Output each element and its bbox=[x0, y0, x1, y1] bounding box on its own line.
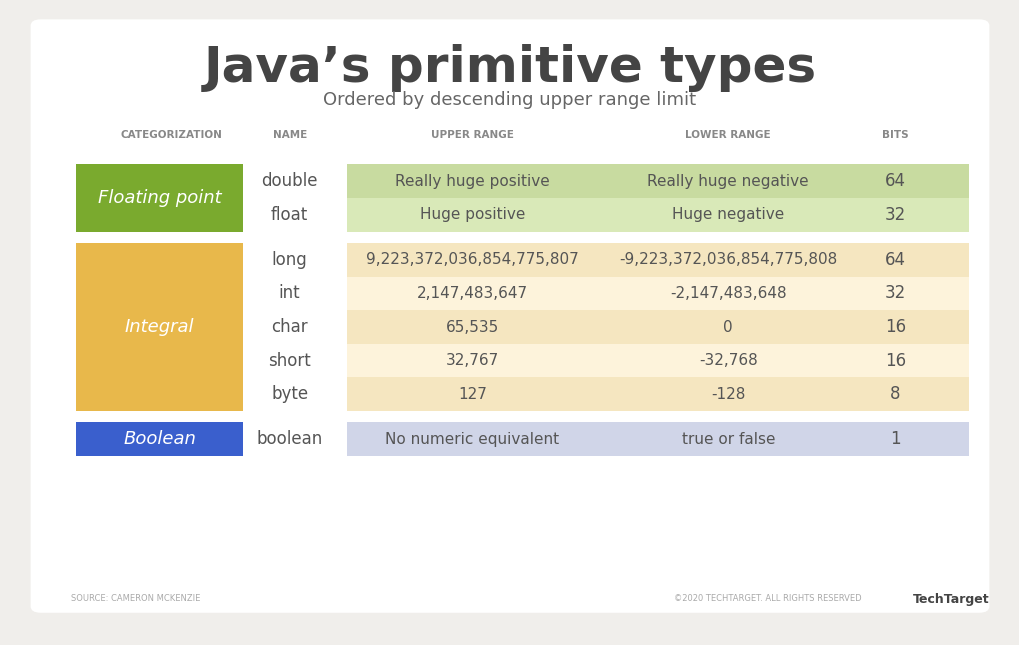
FancyBboxPatch shape bbox=[76, 422, 243, 456]
Text: 8: 8 bbox=[890, 385, 900, 403]
FancyBboxPatch shape bbox=[346, 344, 611, 377]
FancyBboxPatch shape bbox=[611, 164, 856, 198]
FancyBboxPatch shape bbox=[856, 243, 968, 277]
Text: 64: 64 bbox=[884, 172, 905, 190]
FancyBboxPatch shape bbox=[243, 198, 346, 232]
FancyBboxPatch shape bbox=[856, 310, 968, 344]
FancyBboxPatch shape bbox=[243, 310, 346, 344]
Text: double: double bbox=[261, 172, 318, 190]
Text: Huge positive: Huge positive bbox=[419, 207, 525, 223]
Text: Ordered by descending upper range limit: Ordered by descending upper range limit bbox=[323, 91, 696, 109]
Text: char: char bbox=[271, 318, 308, 336]
FancyBboxPatch shape bbox=[76, 243, 243, 411]
FancyBboxPatch shape bbox=[611, 377, 856, 411]
FancyBboxPatch shape bbox=[611, 198, 856, 232]
FancyBboxPatch shape bbox=[346, 164, 611, 198]
Text: -9,223,372,036,854,775,808: -9,223,372,036,854,775,808 bbox=[619, 252, 837, 268]
FancyBboxPatch shape bbox=[31, 19, 988, 613]
FancyBboxPatch shape bbox=[243, 344, 346, 377]
FancyBboxPatch shape bbox=[243, 377, 346, 411]
Text: No numeric equivalent: No numeric equivalent bbox=[385, 432, 558, 447]
Text: -32,768: -32,768 bbox=[698, 353, 757, 368]
Text: 2,147,483,647: 2,147,483,647 bbox=[417, 286, 527, 301]
Text: BITS: BITS bbox=[881, 130, 908, 141]
Text: short: short bbox=[268, 352, 311, 370]
FancyBboxPatch shape bbox=[243, 422, 346, 456]
Text: -2,147,483,648: -2,147,483,648 bbox=[669, 286, 786, 301]
Text: float: float bbox=[271, 206, 308, 224]
Text: Integral: Integral bbox=[124, 318, 195, 336]
Text: UPPER RANGE: UPPER RANGE bbox=[430, 130, 514, 141]
FancyBboxPatch shape bbox=[243, 164, 346, 198]
FancyBboxPatch shape bbox=[856, 164, 968, 198]
Text: Floating point: Floating point bbox=[98, 189, 221, 207]
FancyBboxPatch shape bbox=[611, 344, 856, 377]
FancyBboxPatch shape bbox=[346, 422, 611, 456]
Text: int: int bbox=[278, 284, 301, 303]
FancyBboxPatch shape bbox=[611, 243, 856, 277]
Text: NAME: NAME bbox=[272, 130, 307, 141]
FancyBboxPatch shape bbox=[611, 310, 856, 344]
FancyBboxPatch shape bbox=[346, 377, 611, 411]
Text: 65,535: 65,535 bbox=[445, 319, 498, 335]
Text: 1: 1 bbox=[890, 430, 900, 448]
Text: TechTarget: TechTarget bbox=[912, 593, 989, 606]
FancyBboxPatch shape bbox=[76, 164, 243, 232]
Text: Really huge negative: Really huge negative bbox=[647, 174, 808, 189]
Text: Boolean: Boolean bbox=[123, 430, 196, 448]
FancyBboxPatch shape bbox=[611, 277, 856, 310]
Text: 32: 32 bbox=[884, 284, 905, 303]
FancyBboxPatch shape bbox=[856, 377, 968, 411]
Text: long: long bbox=[271, 251, 308, 269]
Text: SOURCE: CAMERON MCKENZIE: SOURCE: CAMERON MCKENZIE bbox=[71, 594, 201, 603]
Text: 127: 127 bbox=[458, 386, 486, 402]
Text: byte: byte bbox=[271, 385, 308, 403]
Text: Really huge positive: Really huge positive bbox=[394, 174, 549, 189]
FancyBboxPatch shape bbox=[243, 277, 346, 310]
Text: LOWER RANGE: LOWER RANGE bbox=[685, 130, 770, 141]
Text: 0: 0 bbox=[722, 319, 733, 335]
FancyBboxPatch shape bbox=[243, 243, 346, 277]
Text: Huge negative: Huge negative bbox=[672, 207, 784, 223]
Text: 32: 32 bbox=[884, 206, 905, 224]
FancyBboxPatch shape bbox=[856, 198, 968, 232]
FancyBboxPatch shape bbox=[856, 422, 968, 456]
Text: 9,223,372,036,854,775,807: 9,223,372,036,854,775,807 bbox=[366, 252, 578, 268]
FancyBboxPatch shape bbox=[346, 198, 611, 232]
Text: true or false: true or false bbox=[681, 432, 774, 447]
Text: CATEGORIZATION: CATEGORIZATION bbox=[120, 130, 222, 141]
Text: -128: -128 bbox=[710, 386, 745, 402]
FancyBboxPatch shape bbox=[856, 344, 968, 377]
Text: Java’s primitive types: Java’s primitive types bbox=[203, 44, 816, 92]
FancyBboxPatch shape bbox=[346, 243, 611, 277]
FancyBboxPatch shape bbox=[856, 277, 968, 310]
Text: 16: 16 bbox=[884, 318, 905, 336]
Text: 32,767: 32,767 bbox=[445, 353, 498, 368]
Text: 64: 64 bbox=[884, 251, 905, 269]
FancyBboxPatch shape bbox=[611, 422, 856, 456]
FancyBboxPatch shape bbox=[346, 277, 611, 310]
Text: ©2020 TECHTARGET. ALL RIGHTS RESERVED: ©2020 TECHTARGET. ALL RIGHTS RESERVED bbox=[674, 594, 861, 603]
Text: boolean: boolean bbox=[257, 430, 322, 448]
Text: 16: 16 bbox=[884, 352, 905, 370]
FancyBboxPatch shape bbox=[346, 310, 611, 344]
